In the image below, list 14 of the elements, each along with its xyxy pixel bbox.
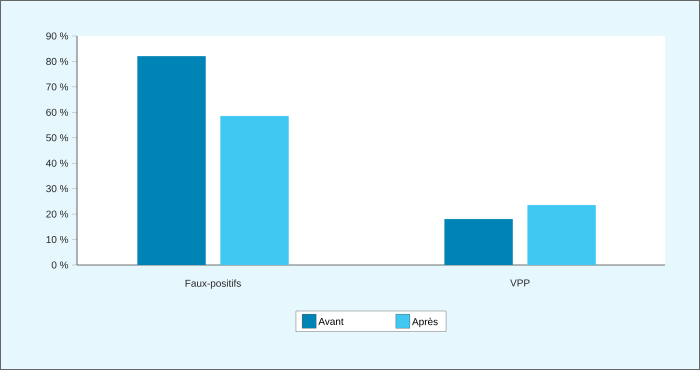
y-tick-label: 70 % — [46, 83, 68, 90]
y-tick-label: 40 % — [46, 160, 68, 167]
y-tick-label: 0 % — [52, 261, 68, 269]
x-tick-label: VPP — [510, 280, 530, 286]
legend-label: Après — [412, 318, 438, 328]
y-tick-label: 60 % — [46, 108, 68, 116]
legend-label: Avant — [318, 318, 344, 325]
y-tick-label: 20 % — [46, 210, 68, 218]
y-tick-label: 90 % — [46, 32, 68, 40]
y-tick-label: 50 % — [46, 134, 68, 142]
x-tick-label: Faux-positifs — [186, 280, 241, 289]
y-tick-label: 80 % — [46, 58, 68, 65]
y-tick-label: 30 % — [46, 185, 68, 192]
y-tick-label: 10 % — [46, 236, 68, 244]
